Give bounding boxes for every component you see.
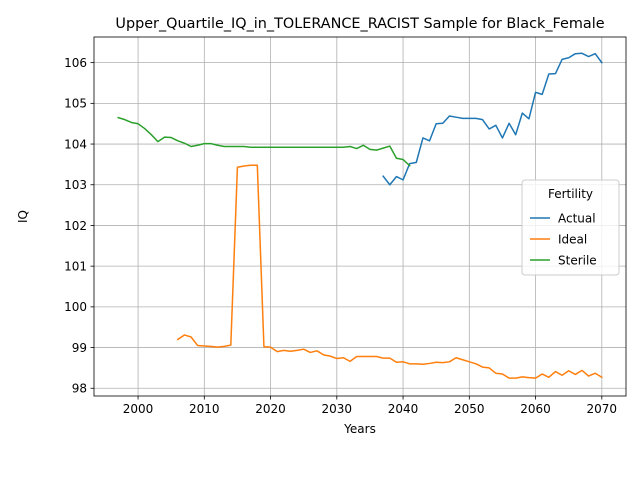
y-tick-label: 105 bbox=[64, 97, 87, 111]
x-tick-label: 2040 bbox=[388, 402, 419, 416]
x-axis-label: Years bbox=[343, 422, 376, 436]
legend-box bbox=[521, 179, 620, 276]
axis-ticks: 2000 2010 2020 2030 2040 2050 2060 2070 98 99 100 1… bbox=[64, 56, 617, 416]
series-line-ideal bbox=[176, 164, 603, 379]
y-tick-label: 106 bbox=[64, 56, 87, 70]
y-tick-label: 103 bbox=[64, 178, 87, 192]
y-axis-label: IQ bbox=[16, 210, 30, 223]
x-tick-label: 2010 bbox=[189, 402, 220, 416]
legend-label-actual: Actual bbox=[558, 211, 596, 225]
x-tick-label: 2030 bbox=[322, 402, 353, 416]
legend-label-sterile: Sterile bbox=[558, 253, 597, 267]
legend: Fertility Actual Ideal Sterile bbox=[521, 179, 620, 276]
y-tick-label: 102 bbox=[64, 219, 87, 233]
legend-title: Fertility bbox=[548, 187, 593, 201]
y-tick-label: 98 bbox=[72, 382, 87, 396]
plot-frame bbox=[93, 36, 627, 397]
grid bbox=[94, 37, 626, 396]
y-tick-label: 101 bbox=[64, 259, 87, 273]
y-tick-label: 100 bbox=[64, 300, 87, 314]
x-tick-label: 2020 bbox=[255, 402, 286, 416]
x-tick-label: 2070 bbox=[587, 402, 618, 416]
series-line-sterile bbox=[117, 116, 411, 167]
x-tick-label: 2000 bbox=[123, 402, 154, 416]
y-tick-label: 99 bbox=[72, 341, 87, 355]
series-line-actual bbox=[382, 52, 603, 186]
chart-title: Upper_Quartile_IQ_in_TOLERANCE_RACIST Sa… bbox=[115, 16, 604, 32]
x-tick-label: 2050 bbox=[454, 402, 485, 416]
x-tick-label: 2060 bbox=[520, 402, 551, 416]
series-lines bbox=[117, 52, 603, 379]
y-tick-label: 104 bbox=[64, 137, 87, 151]
legend-label-ideal: Ideal bbox=[558, 232, 587, 246]
